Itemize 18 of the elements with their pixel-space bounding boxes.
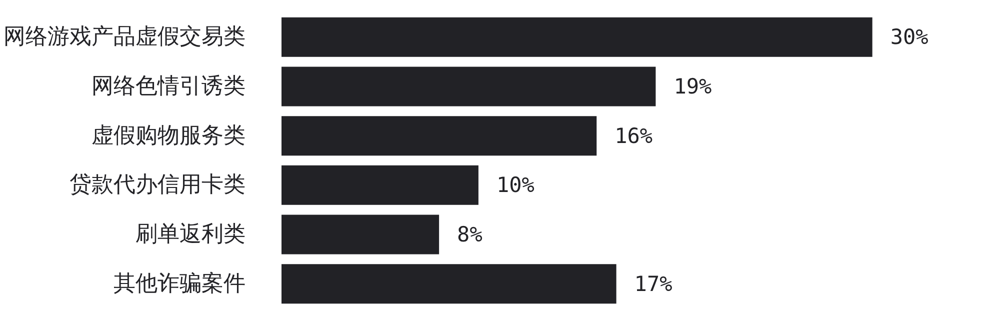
bar	[282, 264, 616, 304]
bar	[282, 165, 478, 205]
data-label: 8%	[457, 222, 483, 246]
y-tick-label: 其他诈骗案件	[114, 271, 246, 296]
bar	[282, 66, 656, 106]
data-label: 10%	[496, 173, 535, 198]
y-tick-label: 网络色情引诱类	[92, 74, 246, 99]
bar	[282, 17, 872, 57]
data-label: 16%	[614, 124, 653, 148]
bar	[282, 214, 440, 254]
data-label: 30%	[890, 25, 929, 50]
y-tick-label: 虚假购物服务类	[92, 123, 246, 148]
y-tick-label: 网络游戏产品虚假交易类	[4, 24, 246, 50]
y-tick-label: 刷单返利类	[136, 222, 246, 247]
data-label: 17%	[634, 272, 673, 296]
data-label: 19%	[674, 74, 712, 98]
y-tick-label: 贷款代办信用卡类	[70, 172, 246, 198]
bar	[282, 116, 597, 156]
